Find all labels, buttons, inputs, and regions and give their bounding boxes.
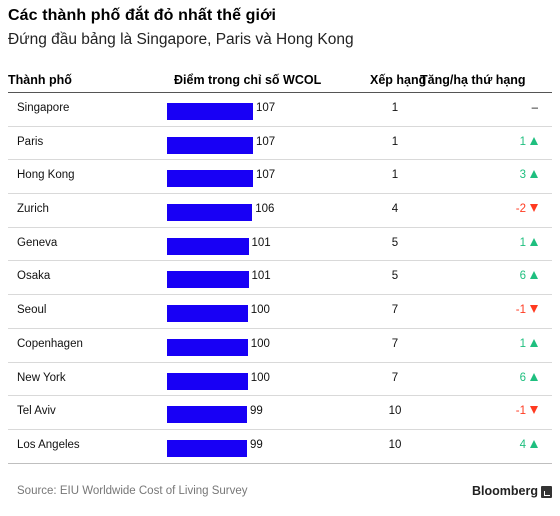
table-body: Singapore 107 1– Paris 107 1 1 Hong Kong 107 1 3 Zu… xyxy=(8,93,552,464)
arrow-up-icon xyxy=(530,338,538,347)
rank-change: 6 xyxy=(520,270,538,282)
rank-change-value: 1 xyxy=(519,236,526,249)
arrow-up-icon xyxy=(530,372,538,381)
score-value: 107 xyxy=(256,169,276,182)
rank-change: 4 xyxy=(520,439,538,451)
table-row: Los Angeles 99 10 4 xyxy=(8,430,552,464)
chart-title: Các thành phố đắt đỏ nhất thế giới xyxy=(8,7,277,24)
arrow-up-icon xyxy=(530,237,538,246)
score-bar xyxy=(167,204,253,222)
table-row: Hong Kong 107 1 3 xyxy=(8,160,552,195)
city-name: Singapore xyxy=(17,102,70,114)
score-value: 99 xyxy=(250,405,263,418)
table-row: Copenhagen 100 7 1 xyxy=(8,329,552,363)
header-divider xyxy=(8,92,552,93)
rank-change-value: 1 xyxy=(519,337,526,350)
rank-value: 7 xyxy=(391,304,399,317)
rank-change: -1 xyxy=(516,405,538,417)
score-bar xyxy=(167,305,248,323)
score-value: 99 xyxy=(250,438,263,451)
brand-logo-icon xyxy=(541,486,552,498)
rank-change-value: 6 xyxy=(519,371,526,384)
rank-change-value: 1 xyxy=(519,135,526,148)
rank-value: 1 xyxy=(391,135,399,148)
rank-value: 10 xyxy=(388,438,402,451)
score-bar xyxy=(167,170,253,188)
rank-change-value: -2 xyxy=(515,203,526,216)
score-value: 100 xyxy=(250,371,270,384)
city-name: Los Angeles xyxy=(17,438,80,451)
score-bar xyxy=(167,406,247,424)
score-value: 107 xyxy=(256,102,276,114)
score-bar xyxy=(167,136,253,154)
rank-change: 1 xyxy=(520,338,538,350)
score-value: 100 xyxy=(250,304,270,317)
city-name: Tel Aviv xyxy=(17,405,56,418)
table-row: Tel Aviv 99 10 -1 xyxy=(8,396,552,430)
table-row: Osaka 101 5 6 xyxy=(8,261,552,296)
score-bar xyxy=(167,271,249,289)
chart-subtitle: Đứng đầu bảng là Singapore, Paris và Hon… xyxy=(8,31,354,48)
source-note: Source: EIU Worldwide Cost of Living Sur… xyxy=(17,485,248,497)
city-name: Paris xyxy=(17,135,44,148)
arrow-up-icon xyxy=(530,170,538,179)
city-name: New York xyxy=(17,371,66,384)
arrow-down-icon xyxy=(530,305,538,314)
score-bar xyxy=(167,372,248,390)
rank-change: 3 xyxy=(520,169,538,181)
rank-value: 7 xyxy=(391,337,399,350)
rank-value: 4 xyxy=(391,203,399,216)
arrow-up-icon xyxy=(530,271,538,280)
rank-value: 5 xyxy=(391,236,399,249)
table-row: Zurich 106 4 -2 xyxy=(8,194,552,228)
arrow-down-icon xyxy=(530,204,538,213)
score-value: 106 xyxy=(255,203,275,216)
city-name: Copenhagen xyxy=(17,337,83,350)
column-header-score: Điểm trong chỉ số WCOL xyxy=(174,73,322,87)
score-value: 107 xyxy=(256,135,276,148)
rank-value: 5 xyxy=(391,270,399,283)
column-header-change: Tăng/hạ thứ hạng xyxy=(420,73,526,87)
rank-change-value: 3 xyxy=(519,169,526,182)
city-name: Geneva xyxy=(17,236,58,249)
city-name: Zurich xyxy=(17,203,49,216)
rank-change-value: 6 xyxy=(519,270,526,283)
column-header-city: Thành phố xyxy=(8,73,72,87)
rank-change: 1 xyxy=(520,136,538,148)
rank-value: 1 xyxy=(391,102,399,114)
table-row: Seoul 100 7 -1 xyxy=(8,295,552,329)
score-bar xyxy=(167,103,253,120)
rank-change-value: -1 xyxy=(515,304,526,317)
brand-logo-text: Bloomberg xyxy=(472,484,538,498)
arrow-up-icon xyxy=(530,136,538,145)
score-value: 100 xyxy=(250,337,270,350)
rank-change: -2 xyxy=(516,203,538,215)
table-row: Singapore 107 1 – xyxy=(8,93,552,127)
rank-value: 10 xyxy=(388,405,402,418)
table-row: Geneva 101 5 1 xyxy=(8,228,552,262)
column-header-rank: Xếp hạng xyxy=(370,73,427,87)
score-value: 101 xyxy=(251,270,271,283)
rank-change: – xyxy=(532,102,538,114)
rank-change: -1 xyxy=(516,304,538,316)
rank-change-value: -1 xyxy=(515,405,526,418)
rank-change: 6 xyxy=(520,372,538,384)
city-name: Hong Kong xyxy=(17,169,75,182)
score-bar xyxy=(167,338,248,356)
table-row: New York 100 7 6 xyxy=(8,363,552,397)
rank-change-value: – xyxy=(531,102,538,114)
score-value: 101 xyxy=(251,236,271,249)
city-name: Osaka xyxy=(17,270,51,283)
arrow-down-icon xyxy=(530,406,538,415)
rank-change: 1 xyxy=(520,237,538,249)
arrow-up-icon xyxy=(530,439,538,448)
rank-value: 1 xyxy=(391,169,399,182)
score-bar xyxy=(167,439,247,457)
rank-change-value: 4 xyxy=(519,438,526,451)
score-bar xyxy=(167,237,249,255)
rank-value: 7 xyxy=(391,371,399,384)
city-name: Seoul xyxy=(17,304,47,317)
table-row: Paris 107 1 1 xyxy=(8,127,552,161)
